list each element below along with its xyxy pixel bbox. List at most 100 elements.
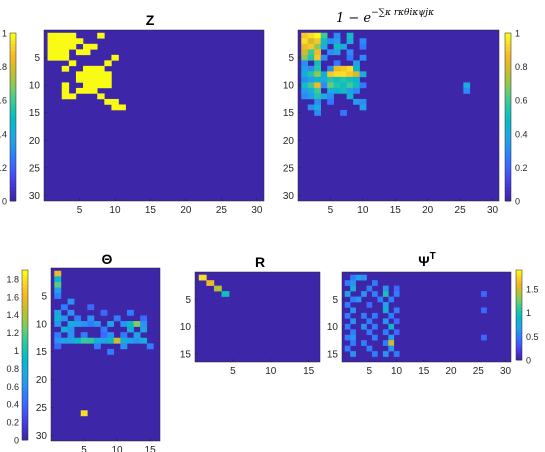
- heatmap-cell: [301, 93, 309, 100]
- heatmap-cell: [140, 326, 148, 333]
- x-tick-label: 30: [500, 366, 512, 377]
- heatmap-cell: [67, 326, 75, 333]
- heatmap-cell: [350, 307, 356, 314]
- heatmap-cell: [90, 65, 98, 72]
- x-tick-label: 25: [473, 366, 485, 377]
- heatmap-cell: [126, 326, 134, 333]
- heatmap-cell: [68, 43, 77, 50]
- colorbar-segment: [516, 345, 522, 348]
- colorbar-segment: [516, 348, 522, 352]
- heatmap-cell: [346, 71, 354, 78]
- heatmap-cell: [463, 82, 471, 89]
- heatmap-cell: [111, 54, 119, 61]
- colorbar-segment: [10, 197, 16, 202]
- heatmap-cell: [301, 43, 309, 50]
- colorbar-segment: [10, 110, 16, 114]
- heatmap-cell: [301, 76, 309, 83]
- colorbar-segment: [22, 270, 28, 274]
- colorbar-segment: [505, 117, 511, 121]
- x-tick-label: 20: [445, 366, 457, 377]
- colorbar-segment: [22, 316, 28, 320]
- heatmap-cell: [388, 345, 395, 352]
- colorbar-segment: [505, 155, 511, 160]
- heatmap-cell: [346, 87, 354, 94]
- heatmap-cell: [340, 109, 347, 116]
- colorbar-segment: [516, 343, 522, 346]
- colorbar-frame: [515, 269, 523, 361]
- colorbar: 0 0.5 1 1.5: [515, 269, 539, 366]
- heatmap-cell: [93, 337, 101, 344]
- heatmap-cell: [350, 334, 356, 341]
- heatmap-cell: [463, 87, 471, 94]
- heatmap-cell: [67, 309, 75, 316]
- heatmap-cell: [83, 49, 91, 56]
- colorbar-segment: [22, 365, 28, 370]
- heatmap-cell: [54, 287, 62, 294]
- heatmap-cell: [120, 321, 128, 327]
- y-tick-label: 5: [41, 291, 47, 302]
- colorbar-segment: [505, 197, 511, 202]
- heatmap-cell: [346, 38, 354, 45]
- heatmap-cell: [366, 302, 373, 308]
- heatmap-cell: [60, 315, 68, 322]
- heatmap-cell: [47, 54, 55, 61]
- heatmap-cell: [83, 43, 91, 50]
- heatmap-cell: [301, 87, 309, 94]
- colorbar-segment: [516, 328, 522, 331]
- heatmap-cell: [83, 87, 91, 94]
- colorbar-tick-label: 0.6: [0, 96, 7, 106]
- heatmap-cell: [74, 337, 82, 344]
- heatmap-cell: [126, 321, 134, 327]
- heatmap-cell: [371, 323, 378, 330]
- heatmap-cell: [74, 321, 82, 327]
- heatmap-cell: [61, 38, 70, 45]
- heatmap-cell: [344, 302, 351, 308]
- heatmap-cell: [54, 309, 62, 316]
- heatmap-cell: [350, 280, 356, 286]
- heatmap-cell: [111, 98, 119, 105]
- colorbar-segment: [505, 134, 511, 139]
- colorbar-tick-label: 0.4: [515, 129, 528, 139]
- heatmap-cell: [307, 32, 315, 39]
- colorbar-segment: [22, 344, 28, 349]
- heatmap-cell: [346, 76, 354, 83]
- heatmap-cell: [359, 54, 367, 61]
- colorbar-segment: [516, 309, 522, 312]
- heatmap-cell: [333, 87, 341, 94]
- heatmap-cell: [327, 38, 334, 45]
- panel-title: 1 − e−∑κ rκθiκψjκ: [336, 8, 434, 26]
- heatmap-cell: [371, 291, 378, 297]
- colorbar-segment: [516, 290, 522, 293]
- colorbar-segment: [10, 103, 16, 107]
- heatmap-cell: [206, 280, 215, 286]
- heatmap-cell: [393, 307, 400, 314]
- heatmap-cell: [126, 309, 134, 316]
- colorbar-segment: [10, 194, 16, 198]
- colorbar-segment: [516, 283, 522, 286]
- heatmap-cell: [301, 82, 309, 89]
- y-tick-label: 5: [34, 53, 40, 64]
- heatmap-cell: [366, 285, 373, 292]
- colorbar-segment: [22, 401, 28, 405]
- heatmap-cell: [68, 38, 77, 45]
- colorbar-segment: [10, 117, 16, 121]
- heatmap-cell: [393, 318, 400, 325]
- colorbar-segment: [22, 337, 28, 342]
- colorbar-segment: [22, 280, 28, 285]
- colorbar-segment: [516, 331, 522, 335]
- heatmap-cell: [107, 321, 115, 327]
- colorbar-segment: [22, 312, 28, 317]
- heatmap-cell: [90, 43, 98, 50]
- heatmap-cell: [83, 65, 91, 72]
- colorbar-segment: [516, 335, 522, 338]
- colorbar-segment: [22, 397, 28, 402]
- colorbar-segment: [505, 148, 511, 153]
- heatmap-cell: [301, 49, 309, 56]
- heatmap-cell: [47, 43, 55, 50]
- colorbar-tick-label: 0.8: [6, 364, 19, 374]
- y-tick-label: 5: [288, 53, 294, 64]
- colorbar-segment: [10, 50, 16, 55]
- colorbar-segment: [505, 50, 511, 55]
- colorbar-segment: [10, 138, 16, 142]
